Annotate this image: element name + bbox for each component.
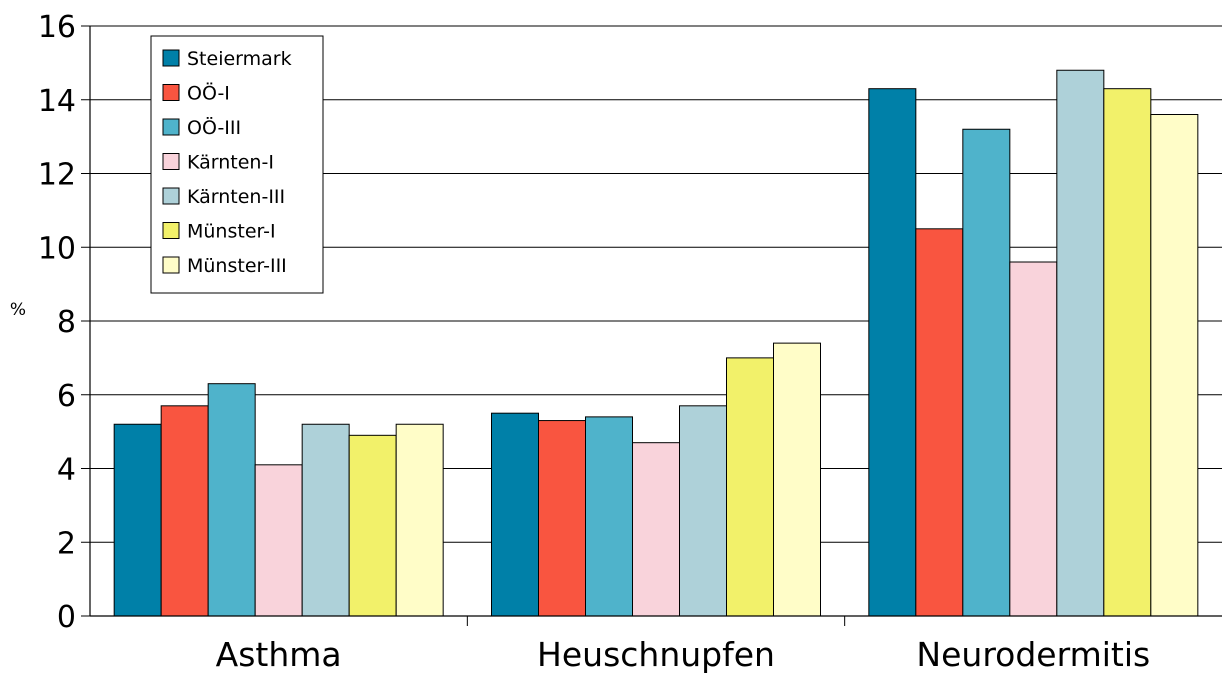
legend-swatch <box>162 187 180 205</box>
legend-label: OÖ-III <box>187 116 241 139</box>
x-category-label: Asthma <box>216 635 342 674</box>
bar-2-1 <box>915 228 964 617</box>
bar-1-6 <box>773 342 821 617</box>
legend-label: Kärnten-III <box>187 186 285 208</box>
bar-1-1 <box>538 420 586 617</box>
legend-swatch <box>162 118 180 136</box>
legend-swatch <box>162 222 180 239</box>
y-tick-label: 4 <box>57 453 76 488</box>
legend: Steiermark OÖ-I OÖ-III Kärnten-I Kärnten-III… <box>150 35 324 294</box>
legend-label: OÖ-I <box>187 82 230 105</box>
legend-swatch <box>162 84 180 101</box>
y-tick-label: 12 <box>38 158 76 193</box>
bar-2-2 <box>962 128 1011 617</box>
bar-1-5 <box>726 357 774 617</box>
legend-box <box>150 35 324 294</box>
bar-2-0 <box>868 88 917 617</box>
x-category-label: Heuschnupfen <box>537 635 775 674</box>
legend-swatch <box>162 256 180 274</box>
bar-2-3 <box>1009 261 1058 617</box>
y-axis-label: % <box>10 300 26 320</box>
bar-2-4 <box>1056 69 1105 617</box>
bar-2-6 <box>1150 114 1199 617</box>
y-tick-label: 8 <box>57 305 76 340</box>
x-category-label: Neurodermitis <box>916 635 1150 674</box>
y-tick-label: 0 <box>57 600 76 635</box>
axes <box>81 25 1222 626</box>
bar-1-3 <box>632 442 680 617</box>
legend-label: Münster-I <box>187 221 276 243</box>
y-tick-label: 16 <box>38 10 76 45</box>
tick-labels: 0 2 4 6 8 10 12 14 16 Asthma Heuschnupfen Neuroderm… <box>38 10 1150 674</box>
bar-1-4 <box>679 405 727 617</box>
legend-label: Kärnten-I <box>187 152 274 174</box>
y-tick-label: 6 <box>57 379 76 414</box>
y-tick-label: 2 <box>57 526 76 561</box>
y-tick-label: 10 <box>38 231 76 266</box>
legend-swatch <box>162 153 180 170</box>
legend-label: Münster-III <box>187 255 287 277</box>
bar-0-6 <box>395 423 444 617</box>
bar-1-2 <box>585 416 633 617</box>
bar-0-2 <box>207 383 256 617</box>
bar-1-0 <box>491 412 539 617</box>
bar-0-1 <box>160 405 209 617</box>
bars <box>113 69 1199 617</box>
bar-0-5 <box>348 434 397 617</box>
bar-0-3 <box>254 464 303 617</box>
bar-2-5 <box>1103 88 1152 617</box>
y-tick-label: 14 <box>38 84 76 119</box>
bar-0-0 <box>113 423 162 617</box>
legend-swatch <box>162 49 180 67</box>
legend-label: Steiermark <box>187 48 292 70</box>
bar-0-4 <box>301 423 350 617</box>
